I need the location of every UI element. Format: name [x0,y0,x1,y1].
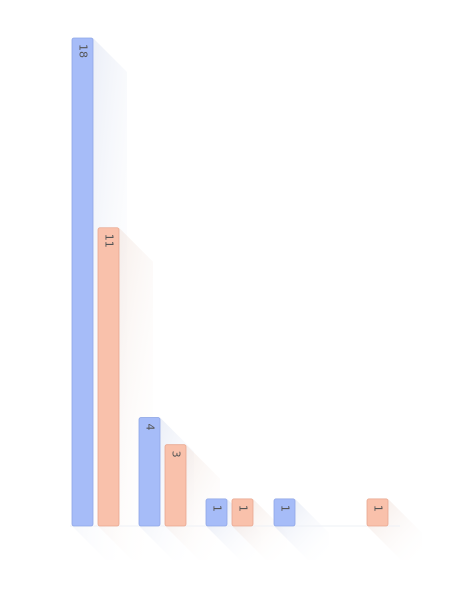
data-label: 11 [103,234,116,248]
data-label: 18 [77,44,90,58]
bar-shadows [72,38,422,560]
data-label: 1 [372,505,385,512]
bar[interactable] [231,498,254,527]
bar[interactable] [164,444,187,527]
bar[interactable] [97,227,120,527]
data-label: 1 [237,505,250,512]
bar[interactable] [205,498,228,527]
bar[interactable] [366,498,389,527]
bars [71,37,389,527]
bar[interactable] [273,498,296,527]
data-label: 1 [279,505,292,512]
data-label: 3 [170,451,183,458]
data-label: 1 [211,505,224,512]
bar[interactable] [138,417,161,527]
data-label: 4 [144,424,157,431]
bar[interactable] [71,37,94,527]
